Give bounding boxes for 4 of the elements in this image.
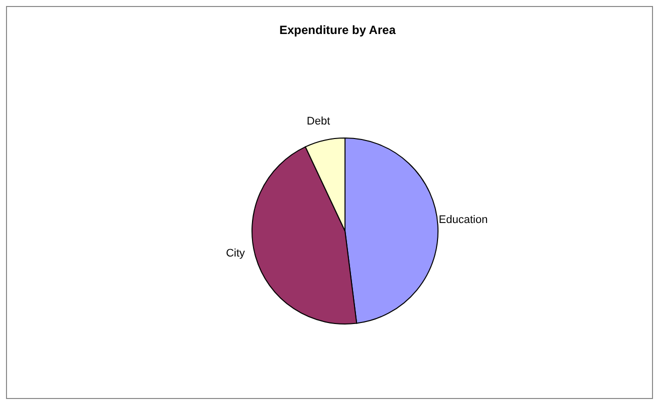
- slice-label: Debt: [306, 115, 330, 128]
- chart-title: Expenditure by Area: [279, 23, 396, 37]
- slice-label: Education: [438, 214, 488, 226]
- slice-label: City: [226, 248, 246, 260]
